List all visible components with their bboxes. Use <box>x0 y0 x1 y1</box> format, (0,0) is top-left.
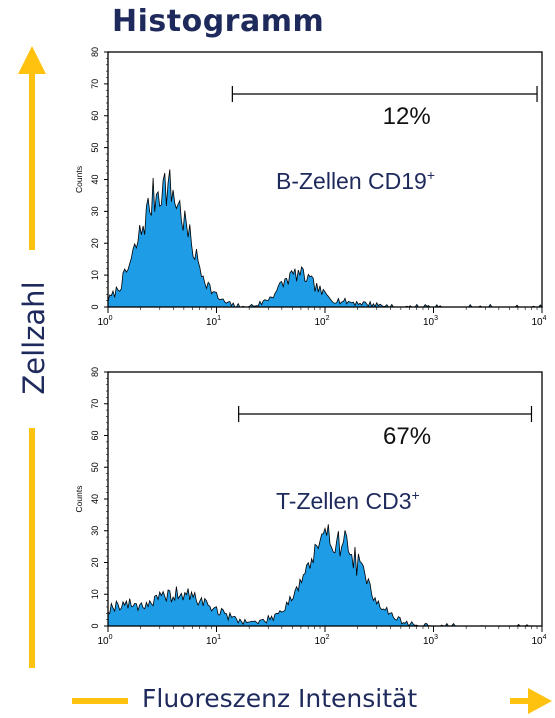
x-tick-label: 102 <box>314 634 329 647</box>
y-arrow-head <box>18 46 46 74</box>
page-title: Histogramm <box>112 4 325 39</box>
x-tick-base: 10 <box>531 636 543 647</box>
x-tick-base: 10 <box>97 317 109 328</box>
y-axis-title: Counts <box>74 486 84 513</box>
x-tick-label: 100 <box>97 634 112 647</box>
x-tick-exponent: 2 <box>326 315 330 322</box>
x-tick-label: 103 <box>423 634 438 647</box>
x-tick-label: 102 <box>314 315 329 328</box>
x-tick-exponent: 4 <box>543 634 547 641</box>
x-tick-label: 100 <box>97 315 112 328</box>
axis-arrows <box>18 46 552 714</box>
y-tick-label: 50 <box>90 143 100 153</box>
y-tick-label: 10 <box>90 589 100 599</box>
x-tick-label: 104 <box>531 634 546 647</box>
y-tick-label: 30 <box>90 206 100 216</box>
x-tick-exponent: 2 <box>326 634 330 641</box>
x-arrow-head <box>528 688 552 714</box>
gate-percentage: 67% <box>383 423 431 450</box>
y-axis-label: Zellzahl <box>17 273 51 403</box>
y-tick-label: 60 <box>90 430 100 440</box>
x-tick-base: 10 <box>423 317 435 328</box>
y-tick-label: 70 <box>90 79 100 89</box>
x-tick-label: 101 <box>206 634 221 647</box>
y-tick-label: 80 <box>90 367 100 377</box>
x-tick-base: 10 <box>97 636 109 647</box>
x-tick-base: 10 <box>423 636 435 647</box>
y-tick-label: 70 <box>90 399 100 409</box>
y-tick-label: 80 <box>90 47 100 57</box>
y-tick-label: 0 <box>90 304 100 309</box>
y-tick-label: 40 <box>90 174 100 184</box>
y-tick-label: 0 <box>90 623 100 628</box>
y-tick-label: 30 <box>90 526 100 536</box>
x-tick-base: 10 <box>531 317 543 328</box>
x-tick-exponent: 3 <box>434 634 438 641</box>
y-tick-label: 40 <box>90 494 100 504</box>
y-tick-label: 10 <box>90 270 100 280</box>
x-tick-label: 103 <box>423 315 438 328</box>
x-tick-exponent: 1 <box>217 634 221 641</box>
x-tick-exponent: 1 <box>217 315 221 322</box>
population-label: B-Zellen CD19+ <box>276 167 435 194</box>
population-label-text: B-Zellen CD19 <box>276 168 427 194</box>
population-label: T-Zellen CD3+ <box>276 487 420 514</box>
x-tick-label: 104 <box>531 315 546 328</box>
x-tick-exponent: 3 <box>434 315 438 322</box>
x-tick-label: 101 <box>206 315 221 328</box>
x-tick-base: 10 <box>206 317 218 328</box>
y-tick-label: 20 <box>90 557 100 567</box>
y-tick-label: 60 <box>90 111 100 121</box>
population-label-superscript: + <box>411 487 419 503</box>
population-label-text: T-Zellen CD3 <box>276 488 411 514</box>
x-tick-exponent: 0 <box>109 634 113 641</box>
x-tick-exponent: 0 <box>109 315 113 322</box>
gate-percentage: 12% <box>383 103 431 130</box>
x-tick-base: 10 <box>206 636 218 647</box>
histogram-area <box>107 169 543 308</box>
y-axis-title: Counts <box>74 166 84 193</box>
x-tick-exponent: 4 <box>543 315 547 322</box>
x-axis-label: Fluoreszenz Intensität <box>142 684 418 713</box>
x-tick-base: 10 <box>314 317 326 328</box>
y-tick-label: 20 <box>90 238 100 248</box>
y-tick-label: 50 <box>90 462 100 472</box>
population-label-superscript: + <box>427 167 435 183</box>
x-tick-base: 10 <box>314 636 326 647</box>
histogram-area <box>107 524 542 627</box>
